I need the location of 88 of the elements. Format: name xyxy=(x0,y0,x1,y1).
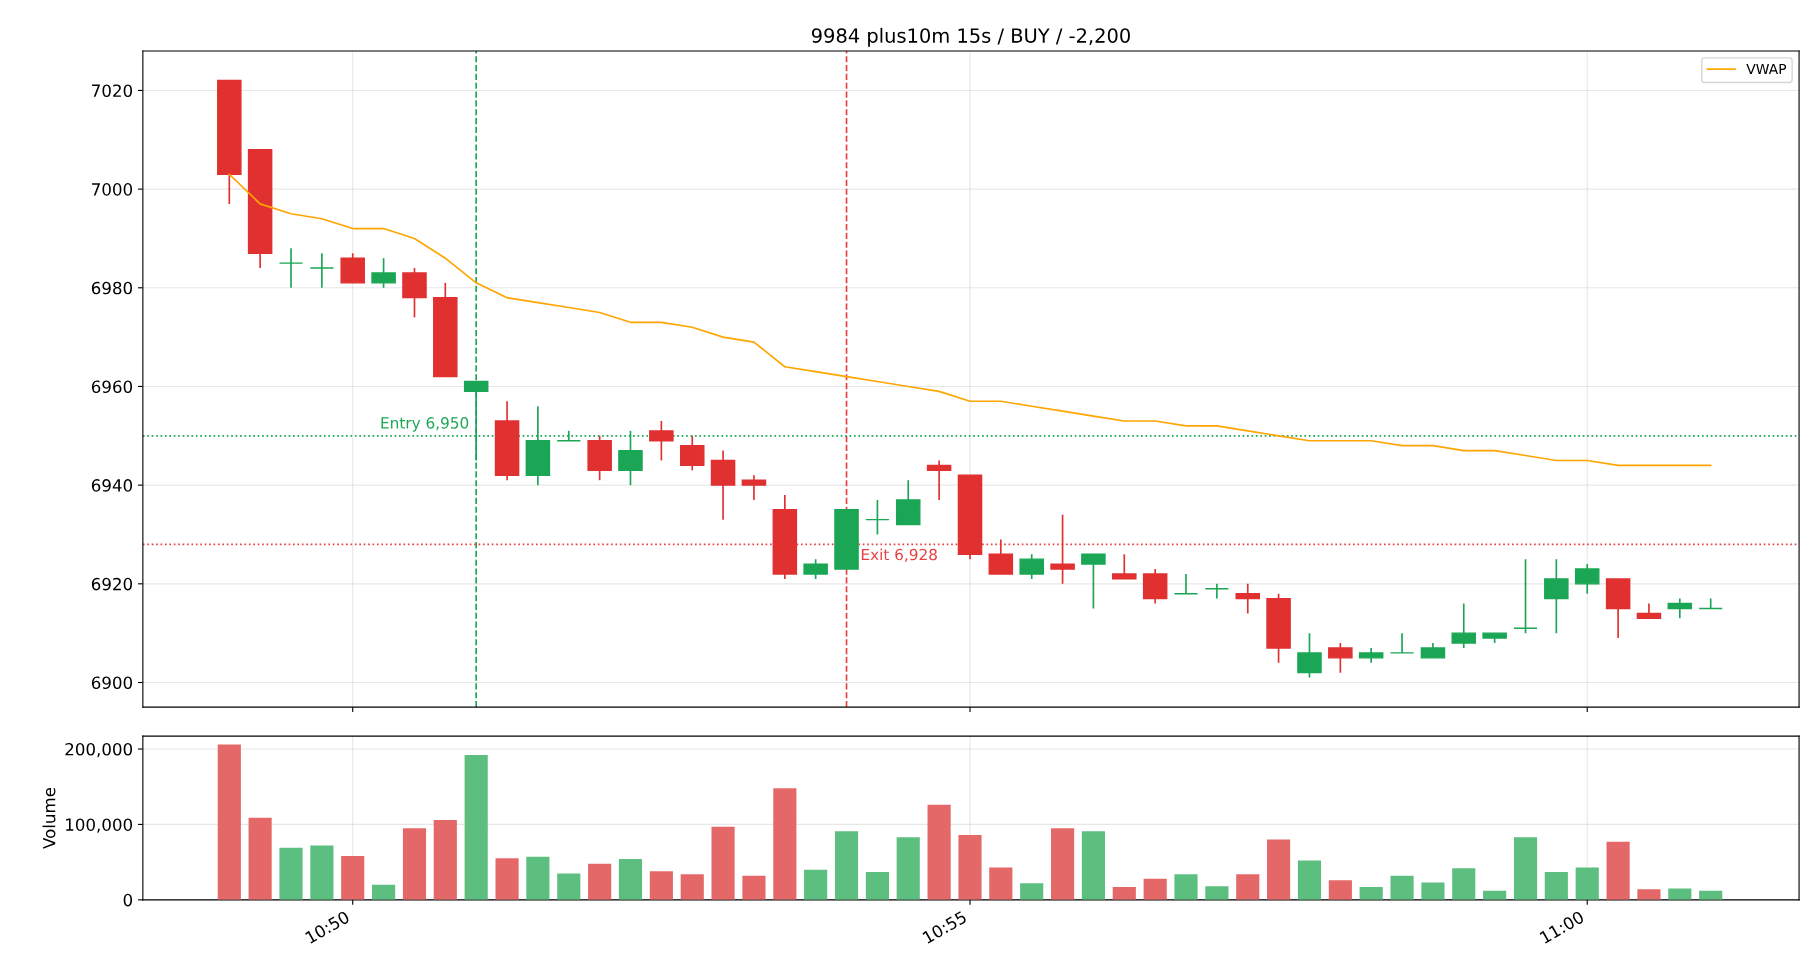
bar xyxy=(1267,839,1291,900)
candlestick xyxy=(1451,602,1477,649)
y-tick-label: 7000 xyxy=(92,183,133,196)
bar xyxy=(248,817,272,900)
annotation: Entry 6,950 xyxy=(381,417,469,432)
candlestick xyxy=(278,247,304,289)
bar xyxy=(1452,868,1476,900)
bar xyxy=(1051,828,1075,900)
candlestick xyxy=(679,434,705,472)
y-tick-label: 7020 xyxy=(92,84,133,97)
bar xyxy=(896,837,920,900)
y-tick-label: 6920 xyxy=(91,577,133,591)
legend-label: VWAP xyxy=(1746,63,1787,75)
candlestick xyxy=(1173,573,1199,595)
bar xyxy=(1637,889,1661,900)
bar xyxy=(217,744,241,900)
bar xyxy=(680,874,704,900)
bar xyxy=(495,858,519,900)
candlestick xyxy=(988,538,1014,575)
candlestick xyxy=(1204,582,1230,600)
candlestick xyxy=(1019,553,1044,580)
candlestick xyxy=(1328,642,1353,674)
bar xyxy=(1174,874,1198,900)
bar xyxy=(1390,875,1414,900)
y-tick-label: 6960 xyxy=(91,380,133,394)
candlestick xyxy=(1235,582,1261,615)
candlestick xyxy=(1297,632,1322,679)
bar xyxy=(1236,874,1260,900)
bar xyxy=(1081,831,1105,900)
bar xyxy=(310,845,334,900)
bar xyxy=(588,863,612,900)
candlestick xyxy=(1574,563,1600,595)
bar xyxy=(773,788,797,900)
bar xyxy=(1513,837,1538,900)
candlestick xyxy=(1544,558,1569,634)
candlestick xyxy=(1698,597,1723,610)
bar xyxy=(1297,860,1322,900)
candlestick xyxy=(1389,632,1415,654)
bar xyxy=(464,755,488,900)
bar xyxy=(557,873,581,900)
bar xyxy=(834,831,859,900)
candlestick xyxy=(1050,513,1075,585)
y-axis-title: Volume xyxy=(42,787,56,849)
bar xyxy=(1359,887,1383,900)
candlestick xyxy=(649,420,674,462)
bar xyxy=(341,856,365,900)
bar xyxy=(1575,867,1599,900)
y-tick-label: 6900 xyxy=(91,676,133,690)
candlestick xyxy=(741,474,767,501)
candlestick xyxy=(1513,558,1538,634)
chart-title: 9984 plus10m 15s / BUY / -2,200 xyxy=(811,27,1130,47)
bar xyxy=(927,804,951,900)
candlestick xyxy=(309,252,335,289)
candlestick xyxy=(1112,553,1137,580)
bar xyxy=(1143,878,1167,900)
bar xyxy=(958,834,982,900)
bar xyxy=(526,856,550,900)
y-tick-label: 0 xyxy=(123,893,133,907)
bar xyxy=(742,875,766,900)
candlestick xyxy=(371,257,396,289)
bar xyxy=(372,884,396,900)
bar xyxy=(1544,871,1568,900)
y-tick-label: 100,000 xyxy=(66,818,133,833)
candlestick xyxy=(926,459,952,501)
bar xyxy=(865,871,889,900)
bar xyxy=(1205,886,1229,900)
bar xyxy=(711,826,735,900)
bar xyxy=(649,871,673,900)
line-series xyxy=(228,173,1712,467)
y-tick-label: 200,000 xyxy=(65,742,133,758)
candlestick xyxy=(803,558,828,580)
bar xyxy=(1112,887,1136,900)
candlestick xyxy=(1081,553,1106,610)
bar xyxy=(433,819,457,900)
bar xyxy=(1606,841,1630,900)
candlestick xyxy=(865,499,890,536)
bar xyxy=(618,859,643,900)
y-tick-label: 6980 xyxy=(91,281,133,295)
bar xyxy=(1328,880,1352,900)
y-tick-label: 6940 xyxy=(91,479,133,492)
bar xyxy=(1421,882,1445,900)
candlestick xyxy=(1667,597,1693,620)
bar xyxy=(402,828,427,900)
bar xyxy=(989,867,1013,900)
bar xyxy=(804,869,828,900)
bar xyxy=(1020,883,1044,900)
bar xyxy=(279,847,303,900)
annotation: Exit 6,928 xyxy=(861,548,937,562)
